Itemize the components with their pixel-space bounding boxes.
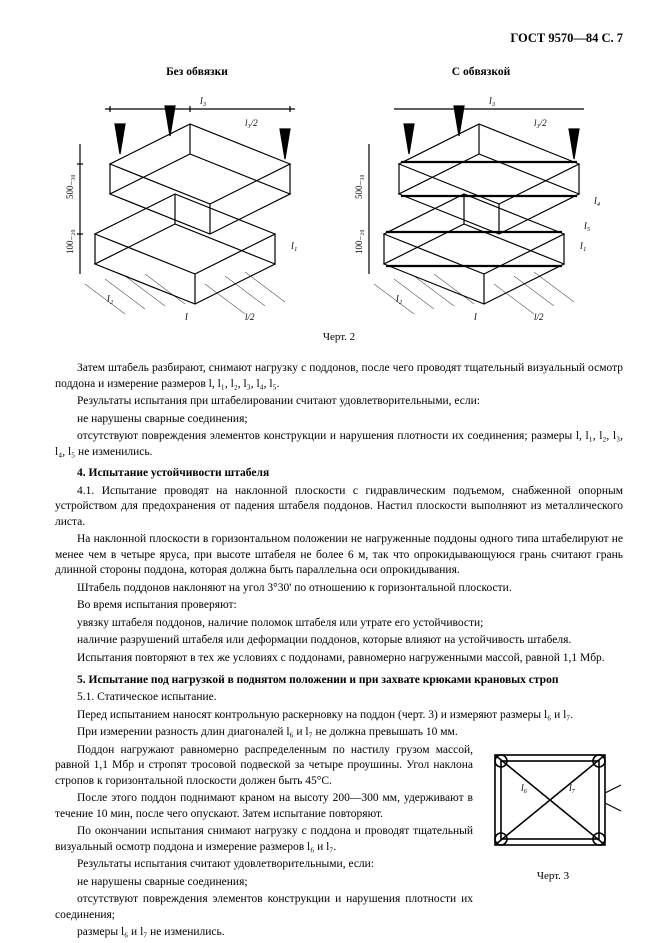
- diagram-label-left: Без обвязки: [61, 65, 334, 81]
- svg-text:l₄: l₄: [594, 196, 601, 207]
- para-1: Затем штабель разбирают, снимают нагрузк…: [55, 361, 623, 392]
- svg-text:l: l: [185, 312, 188, 323]
- para-7: Штабель поддонов наклоняют на угол 3°30'…: [55, 581, 623, 597]
- svg-text:l₃/2: l₃/2: [245, 118, 258, 128]
- svg-text:l/2: l/2: [534, 312, 544, 322]
- para-5: 4.1. Испытание проводят на наклонной пло…: [55, 484, 623, 531]
- heading-4: 4. Испытание устойчивости штабеля: [55, 466, 623, 482]
- para-12: 5.1. Статическое испытание.: [55, 690, 623, 706]
- para-17: По окончании испытания снимают нагрузку …: [55, 824, 473, 855]
- para-3: не нарушены сварные соединения;: [55, 412, 623, 428]
- figure-3: l₆ l₇: [483, 743, 623, 863]
- para-9: увязку штабеля поддонов, наличие поломок…: [55, 616, 623, 632]
- para-4: отсутствуют повреждения элементов констр…: [55, 429, 623, 460]
- para-13: Перед испытанием наносят контрольную рас…: [55, 708, 623, 724]
- para-2: Результаты испытания при штабелировании …: [55, 394, 623, 410]
- svg-text:l₃: l₃: [489, 96, 496, 107]
- para-8: Во время испытания проверяют:: [55, 598, 623, 614]
- svg-text:l: l: [474, 312, 477, 323]
- figure-3-caption: Черт. 3: [483, 869, 623, 884]
- page-header: ГОСТ 9570—84 С. 7: [55, 30, 623, 47]
- diagram-labels-row: Без обвязки С обвязкой: [55, 65, 623, 81]
- heading-5: 5. Испытание под нагрузкой в поднятом по…: [55, 673, 623, 689]
- para-21: размеры l₆ и l₇ не изменились.: [55, 925, 473, 941]
- para-11: Испытания повторяют в тех же условиях с …: [55, 651, 623, 667]
- para-10: наличие разрушений штабеля или деформаци…: [55, 633, 623, 649]
- figure-2-caption: Черт. 2: [55, 330, 623, 345]
- svg-text:l₇: l₇: [569, 783, 576, 794]
- svg-text:l₅: l₅: [584, 221, 591, 232]
- para-6: На наклонной плоскости в горизонтальном …: [55, 532, 623, 579]
- svg-text:l₁: l₁: [580, 241, 586, 252]
- svg-text:l₆: l₆: [521, 783, 528, 794]
- svg-text:l₃: l₃: [200, 96, 207, 107]
- para-15: Поддон нагружают равномерно распределенн…: [55, 743, 473, 790]
- svg-text:100₋₂₀: 100₋₂₀: [354, 230, 364, 255]
- para-18: Результаты испытания считают удовлетвори…: [55, 857, 473, 873]
- para-20: отсутствуют повреждения элементов констр…: [55, 892, 473, 923]
- figure-2-left: l₃ l₃/2 500₋₃₀ 100₋₂₀ l l/2 l₂ l₁: [65, 84, 325, 324]
- svg-text:l₁: l₁: [291, 241, 297, 252]
- svg-text:l₃/2: l₃/2: [534, 118, 547, 128]
- diagram-label-right: С обвязкой: [345, 65, 618, 81]
- figure-2-area: l₃ l₃/2 500₋₃₀ 100₋₂₀ l l/2 l₂ l₁: [55, 84, 623, 324]
- svg-text:l₂: l₂: [107, 294, 114, 305]
- svg-text:l/2: l/2: [245, 312, 255, 322]
- para-14: При измерении разность длин диагоналей l…: [55, 725, 623, 741]
- svg-text:l₂: l₂: [396, 294, 403, 305]
- para-16: После этого поддон поднимают краном на в…: [55, 791, 473, 822]
- svg-text:500₋₃₀: 500₋₃₀: [354, 175, 364, 200]
- svg-text:100₋₂₀: 100₋₂₀: [65, 230, 75, 255]
- para-19: не нарушены сварные соединения;: [55, 875, 473, 891]
- svg-text:500₋₃₀: 500₋₃₀: [65, 175, 75, 200]
- figure-2-right: l₃ l₃/2 500₋₃₀ 100₋₂₀ l l/2 l₂ l₁ l₅ l₄: [354, 84, 614, 324]
